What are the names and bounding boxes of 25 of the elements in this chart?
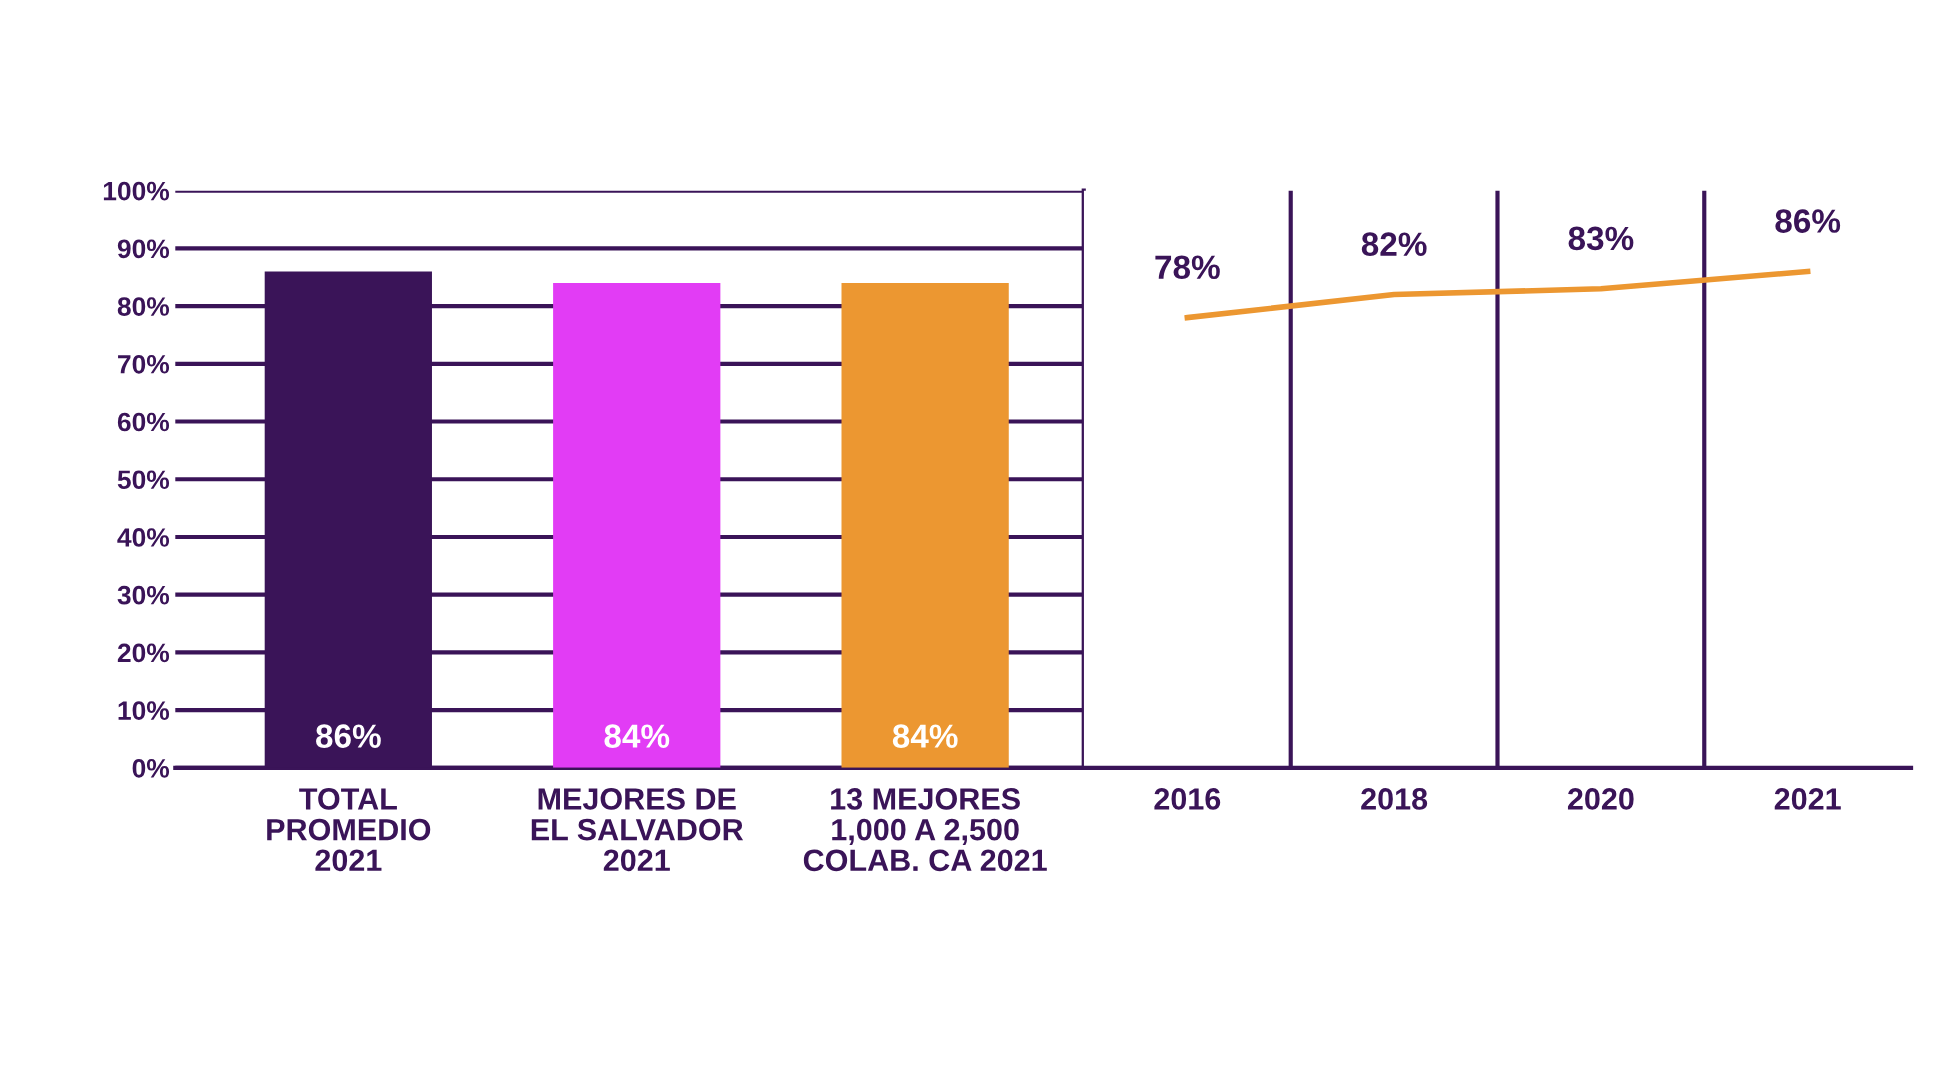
x-tick-label: TOTAL PROMEDIO 2021 (267, 788, 431, 872)
x-tick-label: 2020 (1567, 788, 1634, 810)
text: 83% (1568, 226, 1634, 251)
y-tick-label: 80% (117, 297, 170, 316)
y-tick-label: 0% (132, 759, 170, 778)
y-tick-label: 100% (103, 181, 170, 201)
data-label: 86% (316, 724, 381, 748)
x-tick-label: 2016 (1154, 788, 1221, 810)
y-tick-label: 10% (118, 701, 170, 720)
data-label: 84% (604, 724, 670, 748)
x-tick-label: MEJORES DE EL SALVADOR 2021 (531, 788, 744, 872)
x-tick-label: 13 MEJORES 1,000 A 2,500 COLAB. CA 2021 (803, 788, 1047, 872)
y-tick-label: 50% (117, 470, 170, 490)
y-tick-label: 20% (117, 643, 170, 663)
y-tick-label: 30% (117, 585, 170, 605)
text: 86% (1775, 209, 1841, 233)
text: 82% (1361, 232, 1427, 256)
y-tick-label: 70% (118, 354, 170, 374)
x-tick-label: 2018 (1361, 788, 1428, 810)
data-label: 84% (892, 724, 958, 748)
x-tick-label: 2021 (1774, 788, 1841, 810)
y-tick-label: 60% (117, 412, 170, 432)
text: 78% (1155, 255, 1220, 280)
y-tick-label: 90% (117, 239, 170, 259)
y-tick-label: 40% (117, 528, 170, 547)
